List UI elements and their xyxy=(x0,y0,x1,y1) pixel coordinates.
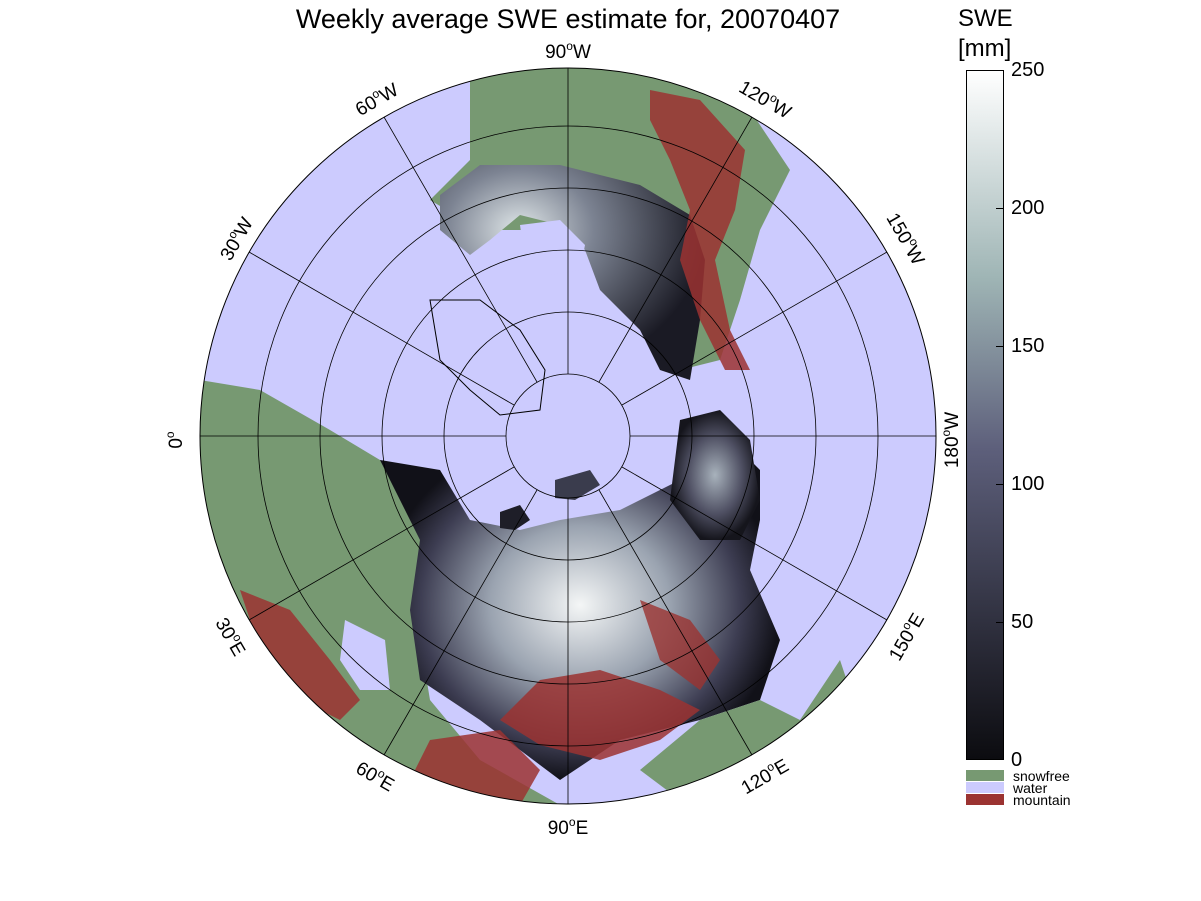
colorbar-tick-label: 50 xyxy=(1011,611,1034,633)
longitude-label: 180oW xyxy=(939,412,963,468)
colorbar-tick-label: 0 xyxy=(1011,749,1023,771)
colorbar-tick-label: 200 xyxy=(1011,197,1045,219)
legend-swatch-water xyxy=(966,782,1004,793)
colorbar-tick-mark xyxy=(996,346,1004,347)
snow-eurasia xyxy=(380,430,780,780)
longitude-label: 30oE xyxy=(211,613,252,660)
colorbar-unit-mm: [mm] xyxy=(958,35,1012,62)
meridian-line xyxy=(598,489,753,756)
mountain-central-asia xyxy=(500,670,700,760)
longitude-label: 90oE xyxy=(548,815,589,839)
svalbard xyxy=(500,505,530,530)
mountain-europe xyxy=(240,590,360,720)
colorbar-tick-label: 150 xyxy=(1011,335,1045,357)
meridian-line xyxy=(621,251,888,406)
colorbar-tick-mark xyxy=(996,622,1004,623)
legend-swatch-mountain xyxy=(966,794,1004,805)
meridian-line xyxy=(383,489,538,756)
snow-north-america xyxy=(440,165,705,380)
mountain-east-siberia xyxy=(640,600,720,690)
colorbar-tick-mark xyxy=(996,70,1004,71)
meridian-line xyxy=(383,116,538,383)
longitude-label: 60oE xyxy=(352,755,399,796)
legend-label-snowfree: snowfree xyxy=(1013,768,1070,784)
colorbar-tick-mark xyxy=(996,208,1004,209)
graticule xyxy=(199,67,937,805)
colorbar-unit: SWE [mm] xyxy=(958,4,1013,64)
longitude-label: 90oW xyxy=(545,39,591,63)
colorbar-unit-name: SWE xyxy=(958,5,1013,32)
hudson-bay xyxy=(520,220,585,275)
colorbar-tick-label: 100 xyxy=(1011,473,1045,495)
legend-label-water: water xyxy=(1013,780,1048,796)
longitude-label: 0o xyxy=(163,431,187,449)
colorbar-tick-mark xyxy=(996,484,1004,485)
legend-label-mountain: mountain xyxy=(1013,792,1071,808)
map-boundary xyxy=(199,67,937,805)
meridian-line xyxy=(248,466,515,621)
meridian-line xyxy=(621,466,888,621)
longitude-label: 120oE xyxy=(736,753,792,799)
meridian-line xyxy=(598,116,753,383)
colorbar-tick-label: 250 xyxy=(1011,59,1045,81)
greenland xyxy=(429,299,546,416)
meridian-line xyxy=(248,251,515,406)
novaya-zemlya xyxy=(555,470,600,500)
colorbar xyxy=(966,70,1004,760)
mediterranean xyxy=(340,620,390,690)
mountain-rockies xyxy=(650,90,750,370)
legend-swatch-snowfree xyxy=(966,770,1004,781)
longitude-label: 150oE xyxy=(883,608,929,664)
map-title: Weekly average SWE estimate for, 2007040… xyxy=(295,4,841,34)
